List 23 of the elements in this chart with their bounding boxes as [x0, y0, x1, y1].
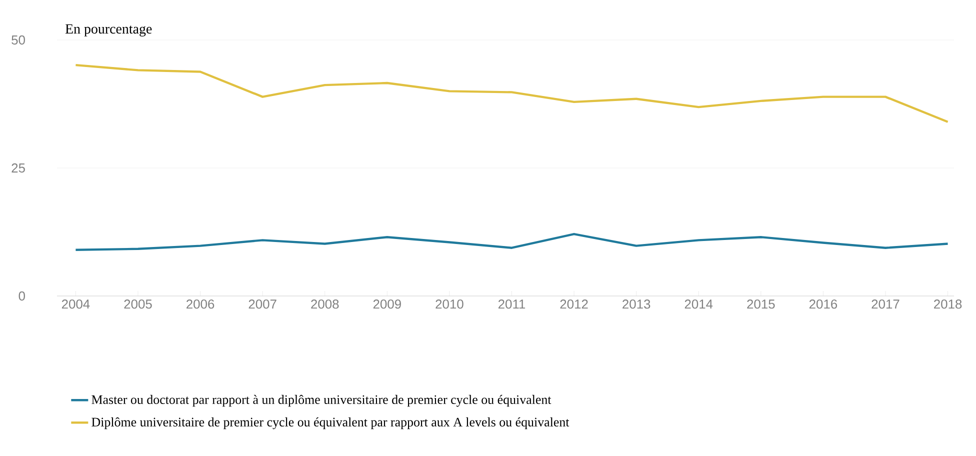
x-tick-label: 2014 — [684, 300, 713, 309]
x-tick-label: 2018 — [934, 300, 962, 309]
x-tick-label: 2016 — [809, 300, 838, 309]
x-tick-label: 2011 — [498, 300, 526, 309]
x-tick-label: 2008 — [311, 300, 339, 309]
x-tick-label: 2009 — [373, 300, 401, 309]
y-axis-title: En pourcentage — [65, 24, 152, 36]
x-tick-label: 2010 — [436, 300, 464, 309]
x-tick-label: 2005 — [124, 300, 152, 309]
line-series — [74, 64, 949, 123]
x-tick-label: 2007 — [248, 300, 276, 309]
legend-label: Diplôme universitaire de premier cycle ou équivalent par rapport aux A levels ou équivalent — [92, 417, 570, 430]
line-series — [74, 232, 949, 251]
x-tick-label: 2015 — [747, 300, 775, 309]
x-tick-label: 2013 — [622, 300, 650, 309]
y-tick-label: 50 — [12, 35, 25, 45]
legend-label: Master ou doctorat par rapport à un diplôme universitaire de premier cycle ou équivalent — [92, 394, 552, 407]
y-tick-label: 0 — [18, 291, 25, 301]
x-tick-label: 2017 — [872, 300, 900, 309]
x-tick-label: 2004 — [62, 300, 90, 309]
y-tick-label: 25 — [12, 163, 25, 173]
x-tick-label: 2012 — [560, 300, 588, 309]
x-tick-label: 2006 — [186, 300, 214, 309]
